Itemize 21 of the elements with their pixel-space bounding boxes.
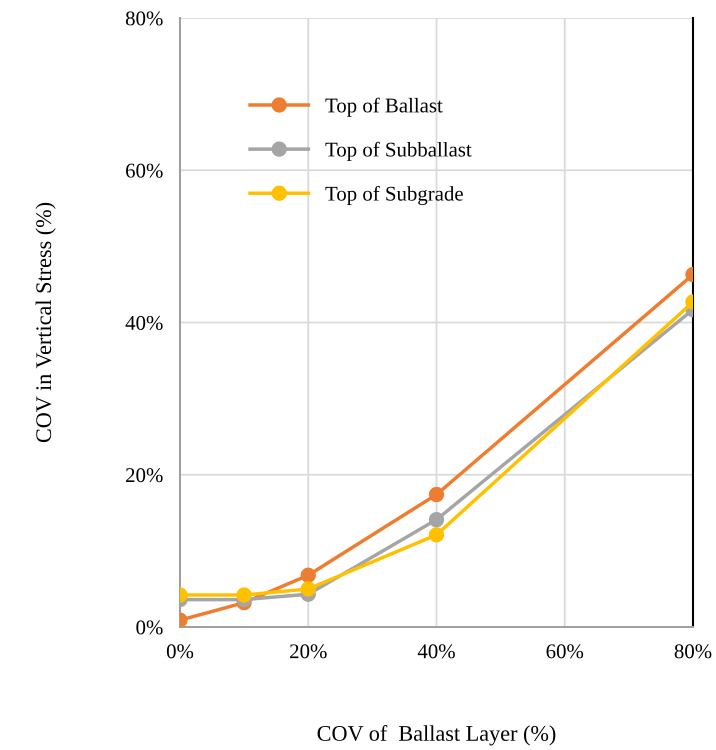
x-axis-title: COV of Ballast Layer (%) — [318, 725, 556, 746]
x-tick-label: 80% — [674, 644, 712, 658]
y-tick-label: 40% — [126, 316, 163, 330]
point — [300, 581, 316, 597]
y-tick-label: 0% — [136, 620, 163, 634]
point — [428, 527, 444, 543]
x-tick-label: 0% — [166, 644, 194, 658]
y-tick-label: 60% — [126, 164, 163, 178]
x-tick-label: 60% — [546, 644, 584, 658]
legend-label: Top of Ballast — [325, 98, 443, 117]
y-axis-title: COV in Vertical Stress (%) — [36, 202, 56, 442]
legend-label: Top of Subballast — [325, 142, 472, 161]
y-tick-label: 20% — [126, 468, 163, 482]
point — [428, 486, 444, 502]
point — [300, 568, 316, 583]
x-tick-label: 20% — [290, 644, 327, 658]
point — [428, 512, 444, 528]
point — [236, 587, 252, 603]
y-tick-label: 80% — [126, 11, 163, 26]
x-tick-label: 40% — [418, 644, 455, 658]
legend-label: Top of Subgrade — [325, 186, 463, 206]
